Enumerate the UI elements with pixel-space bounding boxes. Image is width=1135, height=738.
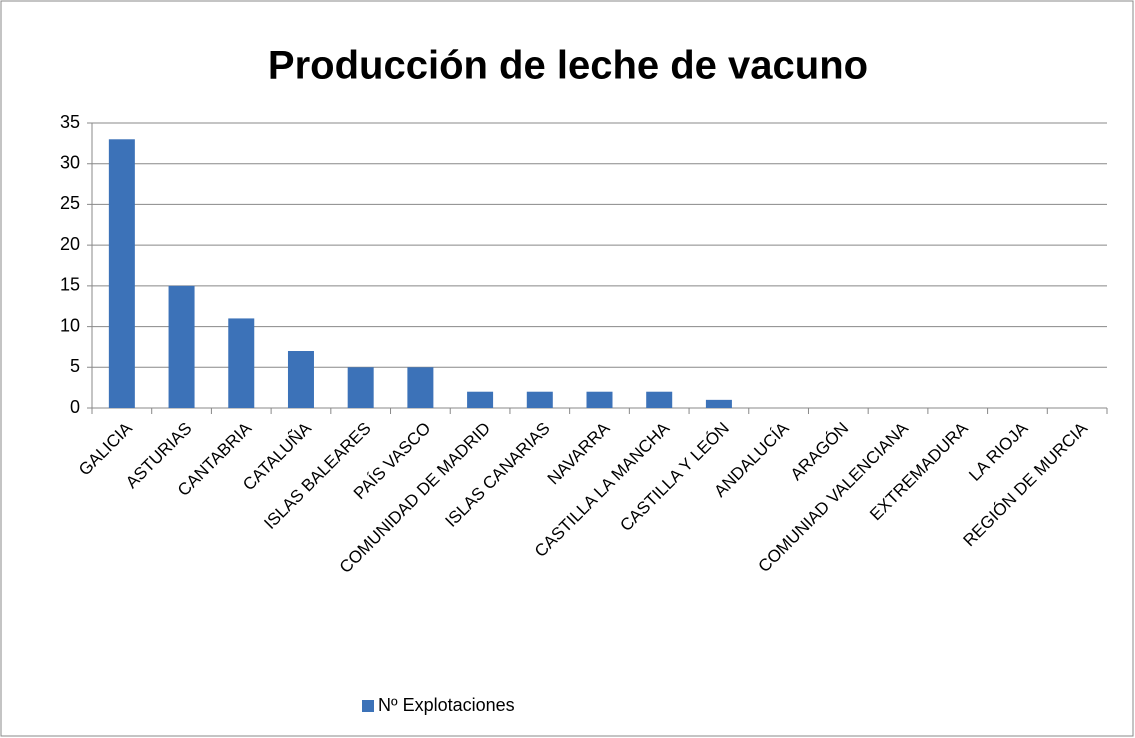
y-tick-label: 20 [60, 234, 80, 254]
y-tick-label: 25 [60, 193, 80, 213]
chart-title: Producción de leche de vacuno [268, 44, 868, 88]
bar [467, 391, 494, 408]
bar [287, 351, 314, 408]
bar [586, 391, 613, 408]
legend-label: Nº Explotaciones [378, 695, 515, 715]
bar [347, 367, 374, 408]
y-tick-label: 10 [60, 315, 80, 335]
bar [646, 391, 673, 408]
bar [705, 399, 732, 408]
bar [168, 285, 195, 408]
bar [108, 139, 135, 409]
bar [407, 367, 434, 408]
y-tick-label: 30 [60, 152, 80, 172]
y-tick-label: 35 [60, 112, 80, 132]
y-tick-label: 15 [60, 275, 80, 295]
y-tick-label: 0 [70, 397, 80, 417]
bar [228, 318, 255, 408]
bar [526, 391, 553, 408]
legend-swatch [362, 700, 374, 712]
y-tick-label: 5 [70, 356, 80, 376]
